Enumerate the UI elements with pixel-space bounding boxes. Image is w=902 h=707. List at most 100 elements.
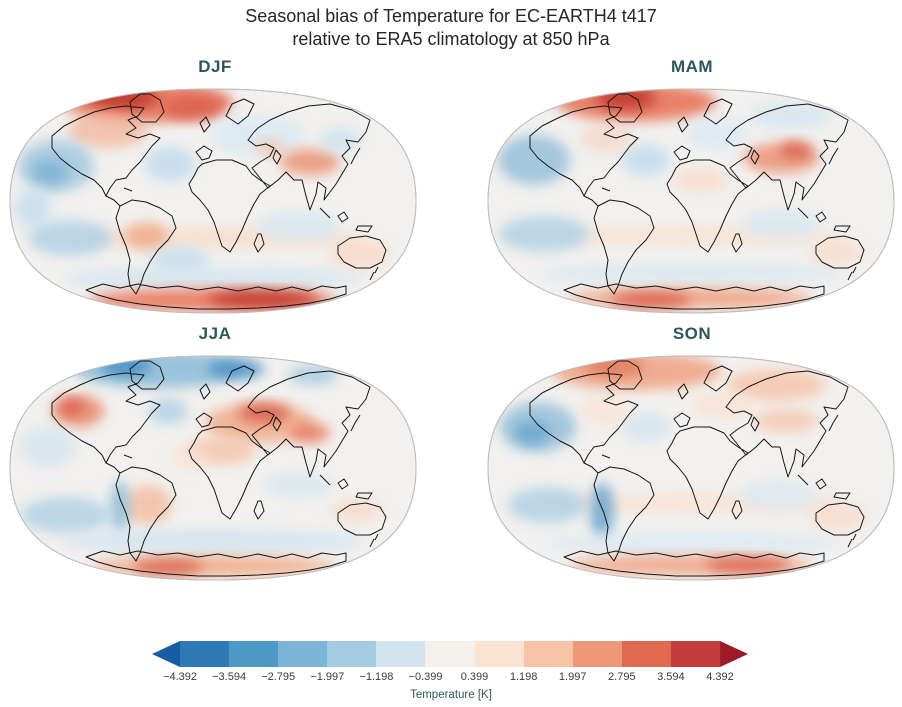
colorbar-tick: −0.399 bbox=[408, 671, 443, 683]
colorbar-extend-min bbox=[152, 641, 180, 667]
map-border bbox=[487, 355, 895, 581]
colorbar-segment bbox=[670, 641, 721, 667]
colorbar-segment bbox=[180, 641, 230, 667]
colorbar-tick: 1.198 bbox=[509, 671, 538, 683]
bias-blob bbox=[622, 144, 670, 176]
map-border bbox=[9, 355, 417, 581]
figure-title-line1: Seasonal bias of Temperature for EC-EART… bbox=[245, 6, 657, 26]
bias-blob bbox=[686, 119, 750, 149]
panel-title-jja: JJA bbox=[198, 324, 232, 343]
bias-blob bbox=[28, 220, 112, 256]
bias-blob bbox=[751, 103, 831, 129]
bias-blob bbox=[68, 112, 148, 148]
figure-title-line2: relative to ERA5 climatology at 850 hPa bbox=[292, 29, 610, 49]
map-svg-mam bbox=[487, 88, 895, 314]
bias-blob bbox=[611, 292, 691, 308]
bias-blob bbox=[59, 399, 85, 415]
bias-blob bbox=[738, 481, 818, 509]
colorbar-segment bbox=[572, 641, 622, 667]
coastlines bbox=[529, 360, 865, 577]
bias-blob bbox=[256, 140, 284, 156]
bias-blob bbox=[256, 211, 340, 241]
colorbar bbox=[152, 641, 749, 667]
panel-title-djf: DJF bbox=[198, 57, 232, 76]
bias-blob bbox=[110, 481, 130, 533]
bias-blob bbox=[780, 141, 812, 159]
colorbar-extend-max bbox=[720, 641, 749, 667]
map-svg-jja bbox=[9, 355, 417, 581]
colorbar-tick: −2.795 bbox=[261, 671, 296, 683]
bias-blob bbox=[168, 448, 208, 472]
bias-blob bbox=[208, 290, 318, 308]
colorbar-segment bbox=[229, 641, 279, 667]
figure-title: Seasonal bias of Temperature for EC-EART… bbox=[0, 5, 902, 51]
bias-blob bbox=[150, 247, 210, 273]
bias-blob bbox=[163, 96, 223, 120]
bias-blob bbox=[20, 427, 76, 467]
colorbar-segment bbox=[278, 641, 328, 667]
map-mam bbox=[486, 88, 900, 315]
bias-blob bbox=[541, 264, 841, 284]
colorbar-tick: −1.997 bbox=[310, 671, 345, 683]
bias-blob bbox=[590, 483, 614, 539]
bias-blob bbox=[581, 124, 631, 152]
coastlines bbox=[51, 93, 387, 310]
map-border bbox=[487, 88, 895, 314]
coastlines bbox=[529, 93, 865, 310]
panel-title-son: SON bbox=[672, 324, 712, 343]
colorbar-tick: −1.198 bbox=[359, 671, 394, 683]
bias-blob bbox=[238, 403, 290, 423]
bias-blob bbox=[726, 369, 826, 401]
bias-blob bbox=[569, 288, 813, 308]
bias-blob bbox=[508, 487, 588, 523]
bias-blob bbox=[584, 356, 644, 376]
colorbar-segment bbox=[425, 641, 475, 667]
colorbar-tick: 4.392 bbox=[706, 671, 734, 683]
bias-blob bbox=[741, 210, 821, 238]
bias-blob bbox=[754, 409, 818, 433]
bias-blob bbox=[124, 222, 168, 250]
bias-blob bbox=[692, 391, 752, 419]
bias-blob bbox=[541, 533, 841, 553]
bias-blob bbox=[810, 504, 866, 530]
map-djf bbox=[8, 88, 422, 315]
bias-blob bbox=[288, 365, 338, 385]
map-svg-son bbox=[487, 355, 895, 581]
colorbar-tick: −4.392 bbox=[163, 671, 197, 683]
map-jja bbox=[8, 355, 422, 582]
map-son bbox=[486, 355, 900, 582]
bias-blob bbox=[63, 267, 363, 289]
colorbar-tick: 2.795 bbox=[608, 671, 636, 683]
bias-blob bbox=[63, 529, 363, 553]
colorbar-ticks: −4.392 −3.594 −2.795 −1.997 −1.198 −0.399 0.39… bbox=[152, 671, 748, 685]
bias-blob bbox=[499, 216, 589, 252]
bias-blob bbox=[32, 159, 68, 185]
bias-blob bbox=[144, 146, 196, 182]
bias-blob bbox=[673, 168, 729, 192]
bias-blob bbox=[91, 556, 335, 576]
bias-blob bbox=[290, 423, 330, 443]
colorbar-tick: 0.399 bbox=[460, 671, 489, 683]
colorbar-segment bbox=[523, 641, 573, 667]
bias-blob bbox=[810, 240, 862, 264]
bias-blob bbox=[318, 127, 362, 153]
colorbar-segment bbox=[621, 641, 671, 667]
bias-blob bbox=[262, 473, 334, 497]
bias-blob bbox=[330, 240, 390, 268]
colorbar-segment bbox=[474, 641, 524, 667]
bias-blob bbox=[498, 135, 570, 185]
bias-blob bbox=[580, 395, 632, 425]
bias-blob bbox=[706, 557, 790, 573]
bias-blob bbox=[15, 188, 51, 228]
bias-blob bbox=[280, 149, 340, 175]
bias-blob bbox=[330, 500, 382, 522]
colorbar-tick: 1.997 bbox=[558, 671, 587, 683]
bias-blob bbox=[622, 412, 670, 442]
bias-blob bbox=[21, 497, 111, 533]
colorbar-label: Temperature [K] bbox=[410, 689, 492, 701]
colorbar-segment bbox=[376, 641, 426, 667]
panel-title-mam: MAM bbox=[670, 57, 714, 76]
bias-blob bbox=[124, 485, 172, 525]
map-svg-djf bbox=[9, 88, 417, 314]
